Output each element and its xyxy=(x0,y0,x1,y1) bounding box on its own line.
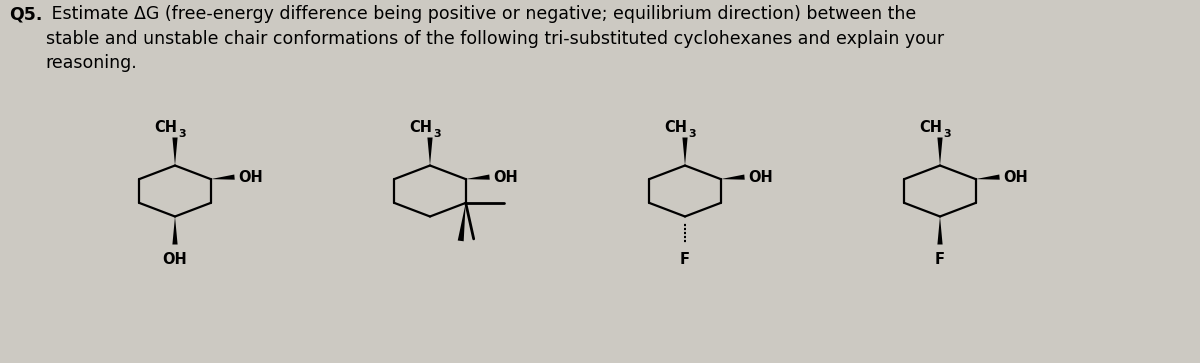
Text: CH: CH xyxy=(155,121,178,135)
Text: Q5.: Q5. xyxy=(10,5,43,24)
Text: 3: 3 xyxy=(943,129,952,139)
Polygon shape xyxy=(457,203,466,241)
Polygon shape xyxy=(466,175,490,180)
Text: F: F xyxy=(680,253,690,268)
Polygon shape xyxy=(683,138,688,166)
Text: OH: OH xyxy=(163,253,187,268)
Text: Estimate ΔG (free-energy difference being positive or negative; equilibrium dire: Estimate ΔG (free-energy difference bein… xyxy=(46,5,943,72)
Polygon shape xyxy=(427,138,432,166)
Polygon shape xyxy=(721,175,745,180)
Text: OH: OH xyxy=(493,170,518,185)
Text: CH: CH xyxy=(665,121,688,135)
Text: 3: 3 xyxy=(689,129,696,139)
Polygon shape xyxy=(211,175,235,180)
Text: OH: OH xyxy=(1003,170,1028,185)
Text: CH: CH xyxy=(919,121,942,135)
Text: CH: CH xyxy=(409,121,432,135)
Polygon shape xyxy=(173,138,178,166)
Text: 3: 3 xyxy=(179,129,186,139)
Text: OH: OH xyxy=(239,170,263,185)
Polygon shape xyxy=(976,175,1000,180)
Polygon shape xyxy=(937,216,943,245)
Polygon shape xyxy=(173,216,178,245)
Text: F: F xyxy=(935,253,946,268)
Polygon shape xyxy=(937,138,943,166)
Text: 3: 3 xyxy=(433,129,442,139)
Text: OH: OH xyxy=(749,170,773,185)
